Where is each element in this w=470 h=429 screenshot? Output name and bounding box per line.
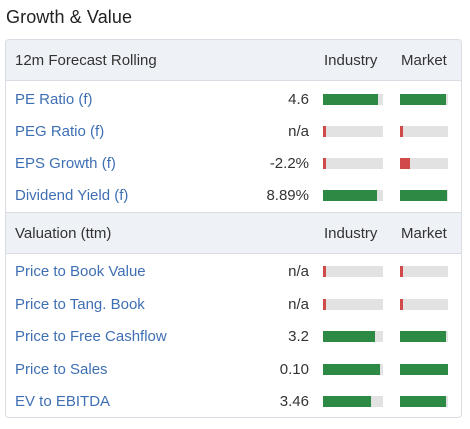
market-bar-fill	[400, 94, 446, 105]
industry-bar-fill	[323, 396, 371, 407]
market-comparison-bar	[400, 126, 448, 137]
market-bar-fill	[400, 126, 403, 137]
metric-row-eps-growth: EPS Growth (f) -2.2%	[6, 147, 461, 179]
metric-value: 0.10	[279, 361, 309, 378]
section-label: Valuation (ttm)	[15, 225, 112, 242]
metric-row-pe-ratio: PE Ratio (f) 4.6	[6, 83, 461, 115]
industry-column-header: Industry	[324, 52, 378, 69]
metric-link-dividend-yield[interactable]: Dividend Yield (f)	[15, 187, 129, 204]
industry-column-header: Industry	[324, 225, 378, 242]
market-comparison-bar	[400, 94, 448, 105]
metric-value: 3.46	[279, 393, 309, 410]
market-column-header: Market	[401, 52, 447, 69]
widget-title: Growth & Value	[6, 7, 133, 27]
metric-link-ev-to-ebitda[interactable]: EV to EBITDA	[15, 393, 111, 410]
market-bar-fill	[400, 331, 446, 342]
metric-row-price-to-sales: Price to Sales 0.10	[6, 353, 461, 385]
metric-row-dividend-yield: Dividend Yield (f) 8.89%	[6, 179, 461, 211]
section-header-valuation: Valuation (ttm) Industry Market	[6, 212, 461, 254]
metric-value: 8.89%	[266, 187, 309, 204]
section-label: 12m Forecast Rolling	[15, 52, 157, 69]
market-bar-fill	[400, 396, 446, 407]
section-header-forecast: 12m Forecast Rolling Industry Market	[6, 40, 461, 81]
metric-value: 3.2	[288, 328, 309, 345]
market-comparison-bar	[400, 364, 448, 375]
market-bar-fill	[400, 190, 447, 201]
industry-comparison-bar	[323, 364, 383, 375]
metric-row-price-to-book: Price to Book Value n/a	[6, 255, 461, 287]
industry-bar-fill	[323, 190, 377, 201]
industry-comparison-bar	[323, 126, 383, 137]
growth-value-card: 12m Forecast Rolling Industry Market PE …	[5, 39, 462, 418]
metric-value: n/a	[288, 263, 309, 280]
market-bar-fill	[400, 364, 448, 375]
market-bar-fill	[400, 266, 403, 277]
market-comparison-bar	[400, 396, 448, 407]
metric-row-price-to-free-cashflow: Price to Free Cashflow 3.2	[6, 320, 461, 352]
industry-bar-fill	[323, 299, 326, 310]
metric-value: -2.2%	[269, 155, 309, 172]
market-comparison-bar	[400, 190, 448, 201]
metric-link-pe-ratio[interactable]: PE Ratio (f)	[15, 91, 93, 108]
metric-row-ev-to-ebitda: EV to EBITDA 3.46	[6, 385, 461, 417]
metric-link-price-to-sales[interactable]: Price to Sales	[15, 361, 108, 378]
market-comparison-bar	[400, 331, 448, 342]
industry-comparison-bar	[323, 331, 383, 342]
industry-bar-fill	[323, 331, 375, 342]
market-bar-fill	[400, 299, 403, 310]
metric-link-eps-growth[interactable]: EPS Growth (f)	[15, 155, 116, 172]
market-comparison-bar	[400, 266, 448, 277]
industry-bar-fill	[323, 158, 326, 169]
industry-comparison-bar	[323, 190, 383, 201]
metric-row-peg-ratio: PEG Ratio (f) n/a	[6, 115, 461, 147]
metric-value: n/a	[288, 123, 309, 140]
metric-value: 4.6	[288, 91, 309, 108]
market-column-header: Market	[401, 225, 447, 242]
metric-link-price-to-tang-book[interactable]: Price to Tang. Book	[15, 296, 145, 313]
metric-row-price-to-tang-book: Price to Tang. Book n/a	[6, 288, 461, 320]
industry-bar-fill	[323, 364, 380, 375]
industry-comparison-bar	[323, 266, 383, 277]
metric-link-price-to-free-cashflow[interactable]: Price to Free Cashflow	[15, 328, 167, 345]
metric-link-price-to-book[interactable]: Price to Book Value	[15, 263, 146, 280]
market-comparison-bar	[400, 158, 448, 169]
industry-comparison-bar	[323, 94, 383, 105]
industry-comparison-bar	[323, 396, 383, 407]
industry-bar-fill	[323, 126, 326, 137]
metric-link-peg-ratio[interactable]: PEG Ratio (f)	[15, 123, 105, 140]
metric-value: n/a	[288, 296, 309, 313]
industry-comparison-bar	[323, 299, 383, 310]
industry-bar-fill	[323, 266, 326, 277]
industry-comparison-bar	[323, 158, 383, 169]
industry-bar-fill	[323, 94, 378, 105]
market-bar-fill	[400, 158, 410, 169]
market-comparison-bar	[400, 299, 448, 310]
